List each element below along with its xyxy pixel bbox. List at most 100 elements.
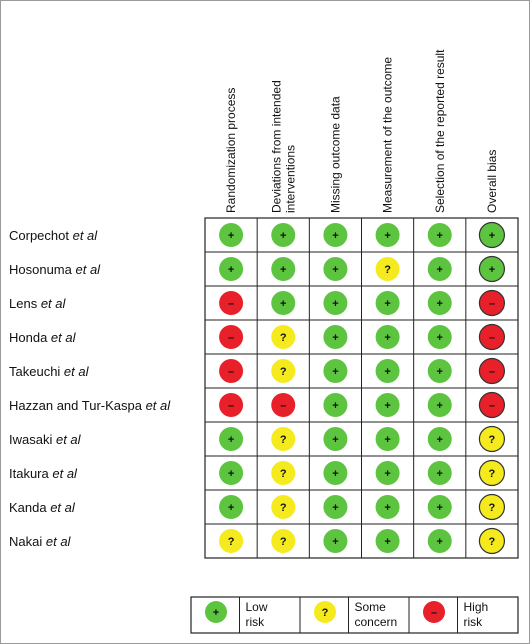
rating-mark-low (323, 461, 348, 485)
rating-mark-some (478, 527, 506, 555)
study-name: Takeuchi (9, 364, 60, 379)
rating-mark-high (219, 393, 244, 417)
study-label: Nakai et al (9, 534, 72, 549)
study-name: Iwasaki (9, 432, 52, 447)
rating-mark-low (219, 223, 244, 247)
rating-mark-low (323, 325, 348, 349)
rating-symbol: + (332, 230, 338, 242)
study-label: Hazzan and Tur-Kaspa et al (9, 398, 171, 413)
rating-symbol: – (489, 400, 495, 412)
rating-mark-low (427, 325, 452, 349)
rating-mark-high (219, 359, 244, 383)
column-label: Selection of the reported result (433, 49, 447, 213)
rating-mark-low (323, 359, 348, 383)
study-suffix: et al (142, 398, 171, 413)
rating-symbol: + (332, 400, 338, 412)
column-label-line: Selection of the reported result (433, 49, 447, 213)
study-name: Honda (9, 330, 48, 345)
rating-mark-some (219, 529, 244, 553)
study-suffix: et al (69, 228, 98, 243)
column-labels: Randomization process Deviations from int… (224, 49, 499, 213)
rating-mark-some (271, 461, 296, 485)
legend-label-line: concern (355, 615, 398, 629)
rating-mark-low (219, 461, 244, 485)
study-label: Takeuchi et al (9, 364, 90, 379)
study-suffix: et al (49, 466, 78, 481)
rating-symbol: + (228, 502, 234, 514)
column-label-line: Randomization process (224, 88, 238, 213)
legend: + Low risk? Some concern– High risk (190, 596, 519, 634)
rating-mark-low (271, 223, 296, 247)
rating-symbol: + (384, 502, 390, 514)
rating-symbol: – (489, 298, 495, 310)
study-label: Itakura et al (9, 466, 78, 481)
rating-symbol: + (437, 264, 443, 276)
rating-mark-some (271, 529, 296, 553)
study-name: Itakura (9, 466, 50, 481)
rating-mark-some (478, 425, 506, 453)
rating-symbol: – (489, 332, 495, 344)
rating-symbol: – (489, 366, 495, 378)
legend-label-line: Some (355, 600, 387, 614)
rating-symbol: ? (280, 332, 287, 344)
rating-symbol: + (384, 536, 390, 548)
study-label: Iwasaki et al (9, 432, 82, 447)
study-label: Lens et al (9, 296, 66, 311)
rating-symbol: – (228, 400, 234, 412)
legend-mark-some (314, 601, 336, 623)
rating-mark-low (375, 325, 400, 349)
rating-symbol: + (437, 468, 443, 480)
column-label-line: Measurement of the outcome (381, 57, 395, 213)
rating-symbol: – (228, 298, 234, 310)
rating-mark-low (427, 223, 452, 247)
rating-mark-low (219, 427, 244, 451)
column-label-line: Overall bias (485, 150, 499, 213)
rating-mark-some (271, 325, 296, 349)
legend-border (190, 596, 519, 634)
rating-mark-low (427, 461, 452, 485)
rating-mark-low (375, 427, 400, 451)
rating-symbol: + (332, 434, 338, 446)
study-label: Honda et al (9, 330, 77, 345)
rating-mark-low (427, 529, 452, 553)
rating-symbol: + (280, 264, 286, 276)
study-suffix: et al (47, 330, 76, 345)
rating-symbol: ? (489, 536, 496, 548)
rating-mark-some (271, 495, 296, 519)
rating-mark-low (375, 393, 400, 417)
rating-mark-some (478, 493, 506, 521)
legend-label: Some concern (355, 600, 398, 629)
rating-symbol: ? (280, 502, 287, 514)
rating-mark-high (219, 291, 244, 315)
study-name: Nakai (9, 534, 42, 549)
column-label: Randomization process (224, 88, 238, 213)
rating-mark-low (323, 393, 348, 417)
rating-symbol: + (384, 434, 390, 446)
rating-mark-low (427, 393, 452, 417)
rating-symbol: + (332, 264, 338, 276)
legend-mark-low (205, 601, 227, 623)
rating-symbol: + (437, 536, 443, 548)
column-label: Missing outcome data (328, 96, 342, 213)
study-name: Hosonuma (9, 262, 73, 277)
study-name: Lens (9, 296, 38, 311)
rating-symbol: + (437, 434, 443, 446)
rating-mark-low (219, 257, 244, 281)
rating-mark-low (427, 291, 452, 315)
rating-mark-low (271, 291, 296, 315)
rating-symbol: + (384, 400, 390, 412)
rating-mark-low (427, 495, 452, 519)
rating-mark-low (375, 495, 400, 519)
rating-mark-low (427, 257, 452, 281)
rating-symbol: ? (489, 434, 496, 446)
rating-symbol: – (280, 400, 286, 412)
column-label: Deviations from intendedinterventions (269, 80, 297, 213)
rating-mark-high (219, 325, 244, 349)
rating-mark-low (375, 461, 400, 485)
study-label: Corpechot et al (9, 228, 98, 243)
column-label-line: interventions (283, 145, 297, 213)
rating-mark-low (323, 223, 348, 247)
rating-symbol: + (332, 502, 338, 514)
rating-mark-low (375, 291, 400, 315)
